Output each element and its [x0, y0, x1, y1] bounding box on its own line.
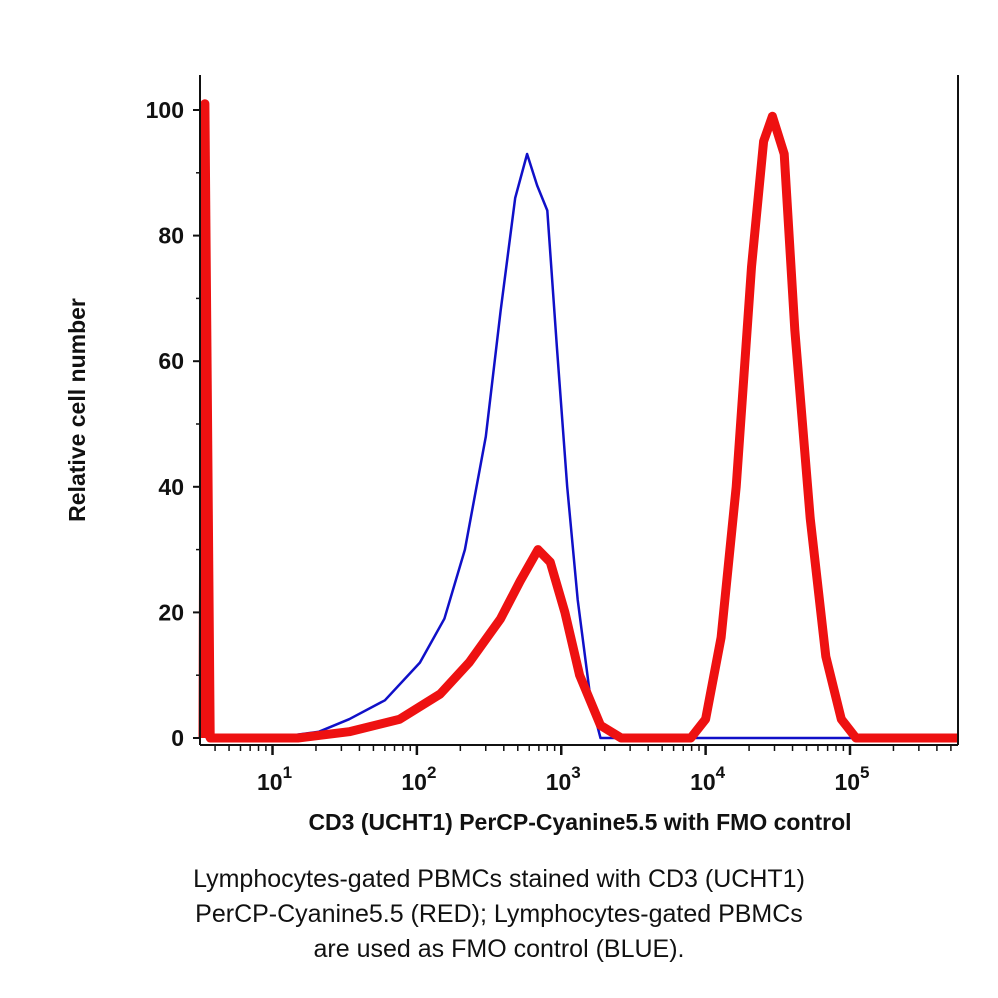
x-tick-exponent: 3	[571, 763, 580, 782]
x-tick-exponent: 5	[860, 763, 869, 782]
x-tick-base: 10	[834, 769, 860, 795]
histogram-series-red	[198, 99, 958, 743]
figure-caption: Lymphocytes-gated PBMCs stained with CD3…	[0, 862, 998, 967]
series-layer	[198, 99, 958, 743]
y-axis-title: Relative cell number	[64, 298, 90, 522]
x-tick-exponent: 1	[283, 763, 292, 782]
x-tick-base: 10	[546, 769, 572, 795]
y-tick-label: 60	[158, 348, 184, 374]
x-tick-label: 103	[546, 763, 581, 795]
y-tick-label: 40	[158, 474, 184, 500]
x-tick-base: 10	[257, 769, 283, 795]
x-tick-label: 104	[690, 763, 726, 795]
caption-line-2: PerCP-Cyanine5.5 (RED); Lymphocytes-gate…	[195, 900, 803, 928]
x-tick-base: 10	[401, 769, 427, 795]
y-tick-label: 0	[171, 725, 184, 751]
y-tick-label: 20	[158, 599, 184, 625]
x-tick-exponent: 2	[427, 763, 436, 782]
caption-line-1: Lymphocytes-gated PBMCs stained with CD3…	[193, 865, 805, 893]
y-tick-label: 80	[158, 223, 184, 249]
y-tick-label: 100	[146, 97, 184, 123]
x-tick-label: 102	[401, 763, 436, 795]
caption-line-3: are used as FMO control (BLUE).	[313, 935, 685, 963]
x-tick-label: 101	[257, 763, 292, 795]
x-tick-exponent: 4	[716, 763, 726, 782]
x-tick-base: 10	[690, 769, 716, 795]
histogram-series-blue	[201, 102, 958, 740]
x-tick-label: 105	[834, 763, 869, 795]
x-axis-title: CD3 (UCHT1) PerCP-Cyanine5.5 with FMO co…	[308, 809, 851, 835]
